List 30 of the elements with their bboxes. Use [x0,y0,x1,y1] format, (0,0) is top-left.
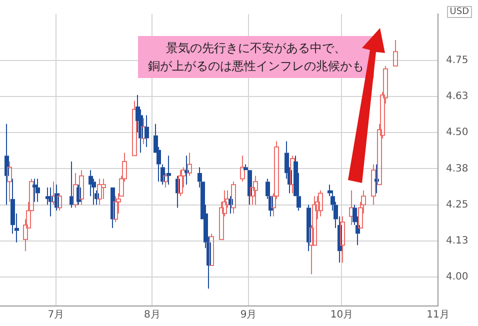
candlestick [132,100,137,156]
candlestick [101,178,106,200]
candlestick [51,181,56,206]
candlestick [4,123,9,206]
annotation: 銅が上がるのは悪性インフレの兆候かも [147,58,365,75]
candlestick [7,160,12,202]
x-tick-label: 8月 [144,310,160,321]
y-tick-label: 4.38 [446,163,468,174]
candlestick [141,118,146,145]
candlestick [178,170,183,197]
candlestick [253,175,258,206]
y-tick-label: 4.63 [446,90,468,102]
candlestick [32,178,37,202]
y-axis-title: USD [446,6,472,18]
candlestick [36,178,40,202]
x-tick-label: 10月 [330,310,354,321]
candlestick [340,216,345,264]
y-tick-label: 4.50 [446,127,468,138]
y-tick-label: 4.00 [446,272,468,283]
candlestick [393,40,398,67]
candlestick [306,204,311,252]
x-tick-label: 7月 [48,310,64,321]
y-tick-label: 4.13 [446,236,468,247]
x-tick-label: 9月 [240,310,257,321]
candlestick [349,190,354,226]
candlestick [163,172,168,188]
y-tick-label: 4.25 [446,199,468,210]
y-tick-label: 4.75 [446,54,468,66]
annotation: 景気の先行きに不安がある中で、 [165,40,347,57]
x-tick-label: 11月 [426,310,450,321]
